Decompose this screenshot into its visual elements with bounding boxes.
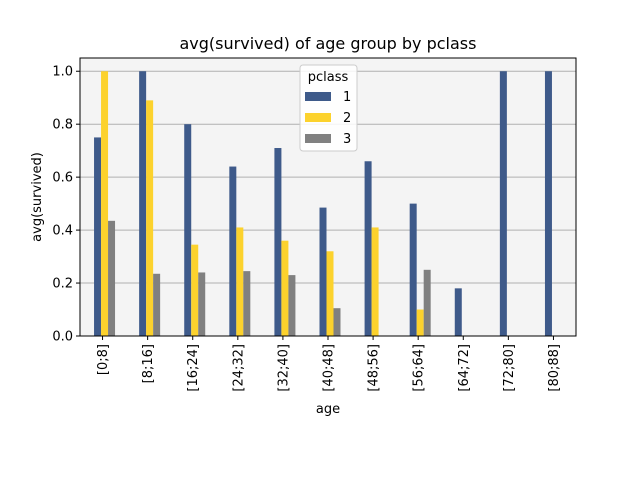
- y-tick-label: 0.2: [52, 277, 73, 292]
- bar-pclass-3: [423, 269, 431, 336]
- bar-pclass-1: [544, 71, 552, 336]
- bar-pclass-1: [274, 148, 282, 336]
- x-tick-label: [16;24]: [186, 344, 201, 392]
- legend-swatch: [305, 134, 331, 143]
- bars: [94, 71, 552, 336]
- legend: pclass 1 2 3: [299, 64, 358, 152]
- y-tick-label: 0.6: [52, 171, 73, 186]
- y-tick-label: 0.4: [52, 224, 73, 239]
- x-tick-label: [80;88]: [547, 344, 562, 392]
- y-tick-label: 1.0: [52, 65, 73, 80]
- bar-pclass-1: [409, 203, 417, 336]
- bar-pclass-2: [281, 240, 289, 336]
- bar-pclass-2: [101, 71, 109, 336]
- bar-pclass-3: [198, 272, 206, 336]
- bar-pclass-3: [153, 273, 161, 336]
- legend-swatch: [305, 113, 331, 122]
- y-tick-label: 0.8: [52, 118, 73, 133]
- x-tick-label: [72;80]: [502, 344, 517, 392]
- bar-pclass-1: [94, 137, 102, 336]
- x-axis: [0;8] [8;16] [16;24] [24;32] [32;40] [40;48] […: [96, 336, 562, 392]
- bar-pclass-1: [319, 207, 327, 336]
- y-axis: 0.0 0.2 0.4 0.6 0.8 1.0: [52, 65, 80, 345]
- x-tick-label: [48;56]: [367, 344, 382, 392]
- bar-pclass-3: [333, 308, 341, 336]
- bar-pclass-1: [364, 161, 372, 336]
- bar-pclass-2: [146, 100, 154, 336]
- bar-pclass-2: [236, 227, 244, 336]
- y-axis-label: avg(survived): [30, 152, 45, 242]
- x-tick-label: [64;72]: [457, 344, 472, 392]
- legend-entry-label: 2: [343, 111, 351, 126]
- legend-box: [299, 64, 358, 152]
- x-axis-label: age: [316, 402, 340, 417]
- x-tick-label: [24;32]: [231, 344, 246, 392]
- legend-swatch: [305, 92, 331, 101]
- legend-entry-label: 3: [343, 132, 351, 147]
- bar-pclass-2: [191, 244, 199, 336]
- y-tick-label: 0.0: [52, 330, 73, 345]
- x-tick-label: [0;8]: [96, 344, 111, 375]
- bar-pclass-2: [416, 309, 424, 336]
- bar-pclass-1: [139, 71, 147, 336]
- legend-title: pclass: [308, 70, 349, 85]
- x-tick-label: [40;48]: [322, 344, 337, 392]
- bar-pclass-1: [454, 288, 462, 336]
- x-tick-label: [8;16]: [141, 344, 156, 383]
- bar-pclass-2: [326, 251, 334, 336]
- bar-pclass-3: [243, 271, 251, 336]
- bar-pclass-3: [288, 275, 296, 336]
- bar-pclass-3: [108, 220, 116, 336]
- chart-title: avg(survived) of age group by pclass: [180, 34, 477, 53]
- bar-pclass-2: [371, 227, 379, 336]
- bar-pclass-1: [499, 71, 507, 336]
- legend-entry-label: 1: [343, 90, 351, 105]
- x-tick-label: [56;64]: [412, 344, 427, 392]
- bar-pclass-1: [184, 124, 192, 336]
- bar-pclass-1: [229, 166, 237, 336]
- x-tick-label: [32;40]: [276, 344, 291, 392]
